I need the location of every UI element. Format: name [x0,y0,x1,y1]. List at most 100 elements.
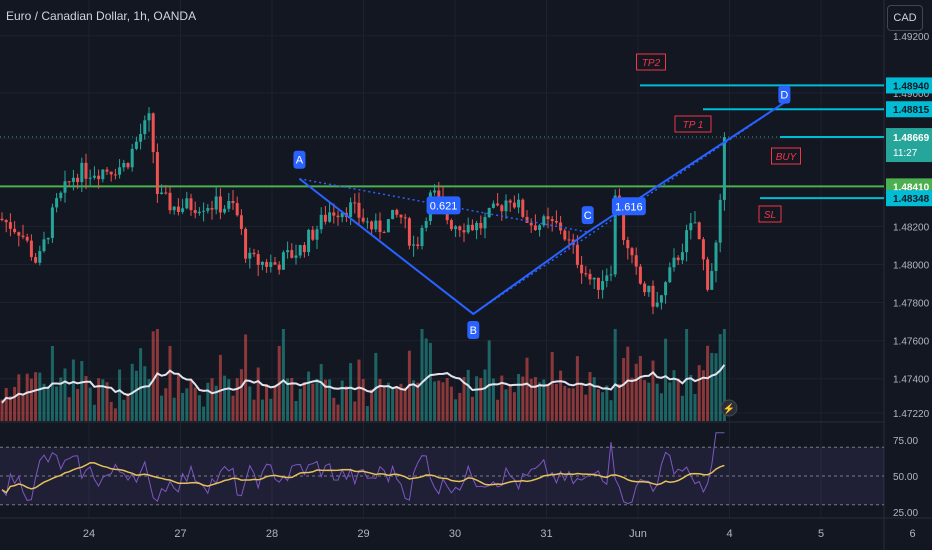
candle-body [290,250,294,258]
candle-body [386,219,390,233]
candle-body [160,192,164,195]
volume-bar [269,398,273,421]
volume-bar [260,399,264,421]
candle-body [424,221,428,228]
candle-body [294,255,298,258]
candle-body [118,167,122,175]
volume-bar [575,356,579,421]
rsi-pane [0,432,884,506]
time-tick: Jun [629,528,647,540]
candle-body [46,237,50,240]
candle-body [554,220,558,223]
volume-bar [122,399,126,421]
candle-body [248,252,252,259]
volume-bar [344,386,348,421]
volume-bar [706,345,710,421]
ratio-label: 0.621 [430,200,458,212]
candle-body [109,171,113,175]
annotation-box [636,53,666,71]
level-tag-label: 1.48410 [893,182,930,193]
volume-bar [412,380,416,421]
currency-button[interactable]: CAD [887,5,923,31]
candle-body [210,208,214,210]
volume-bar [714,353,718,421]
countdown-label: 11:27 [893,148,918,159]
candle-body [130,148,134,168]
price-tick: 1.48000 [893,260,930,271]
candle-body [718,199,722,243]
volume-bar [567,388,571,421]
volume-bar [626,346,630,421]
candle-body [542,216,546,226]
volume-bar [391,387,395,421]
candle-body [332,212,336,216]
volume-bar [525,357,529,421]
volume-bar [722,329,726,421]
volume-bar [630,377,634,421]
candle-body [273,262,277,265]
volume-bar [29,378,33,421]
volume-bar [533,377,537,421]
rsi-ma-line [1,461,725,494]
pattern-point-C [581,206,594,225]
candle-body [50,207,54,238]
candle-body [4,220,8,223]
candle-body [512,202,516,208]
candle-body [71,177,75,182]
candle-body [269,262,273,267]
volume-bar [202,406,206,421]
volume-bar [97,378,101,421]
volume-bar [680,395,684,421]
candle-body [605,275,609,282]
candle-body [214,196,218,210]
candle-body [361,217,365,222]
time-tick: 28 [266,528,278,540]
candle-body [643,283,647,293]
volume-bar [588,372,592,421]
volume-bar [307,371,311,421]
candle-body [487,207,491,218]
volume-bar [273,386,277,421]
price-tick: 1.49200 [893,32,930,43]
volume-bar [223,375,227,421]
rsi-band-fill [0,447,884,505]
candle-body [470,224,474,231]
candle-body [710,271,714,290]
candle-body [323,214,327,222]
candle-body [664,282,668,296]
volume-bar [693,393,697,421]
volume-bar [487,340,491,421]
volume-bar [403,387,407,421]
candle-body [63,181,67,193]
volume-bar [67,397,71,421]
volume-bar [46,386,50,421]
rsi-line [1,432,725,505]
volume-bar [701,370,705,421]
volume-bar [479,378,483,421]
candle-body [88,177,92,179]
candle-body [365,221,369,223]
candle-body [391,209,395,220]
candle-body [143,120,147,135]
volume-bar [529,378,533,421]
volume-bar [592,377,596,421]
horizontal-levels [0,84,884,200]
volume-bar [685,329,689,421]
candle-body [685,230,689,253]
candle-body [181,208,185,212]
time-tick: 6 [909,528,915,540]
candle-body [466,224,470,233]
candle-body [655,302,659,307]
volume-bar [80,361,84,421]
candle-body [504,200,508,212]
volume-bar [651,360,655,421]
volume-bar [252,399,256,421]
candle-body [416,244,420,246]
annotation-buy: BUY [776,152,798,163]
candle-body [298,245,302,256]
volume-bar [668,382,672,421]
candle-body [479,222,483,229]
price-tick: 1.47220 [893,409,930,420]
volume-bar [462,377,466,421]
